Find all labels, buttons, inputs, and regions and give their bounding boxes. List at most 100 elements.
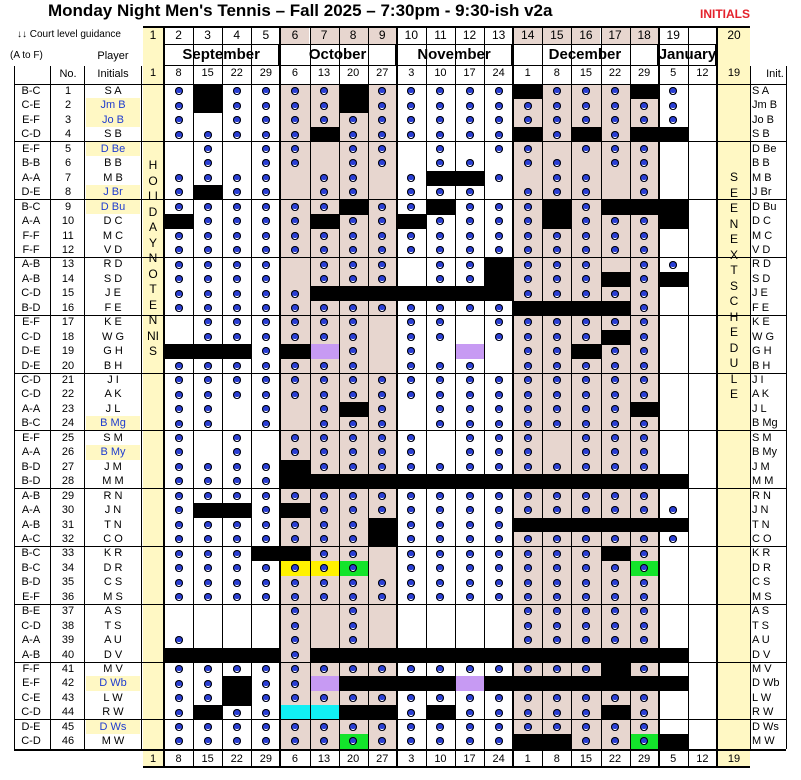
- play-dot[interactable]: [552, 578, 561, 587]
- play-dot[interactable]: [581, 188, 590, 197]
- play-dot[interactable]: [378, 260, 387, 269]
- play-dot[interactable]: [203, 231, 212, 240]
- play-dot[interactable]: [436, 260, 445, 269]
- play-dot[interactable]: [465, 303, 474, 312]
- play-dot[interactable]: [640, 390, 649, 399]
- play-dot[interactable]: [290, 376, 299, 385]
- play-dot[interactable]: [232, 520, 241, 529]
- play-dot[interactable]: [290, 607, 299, 616]
- play-dot[interactable]: [552, 694, 561, 703]
- play-dot[interactable]: [494, 419, 503, 428]
- play-dot[interactable]: [494, 87, 503, 96]
- play-dot[interactable]: [494, 694, 503, 703]
- play-dot[interactable]: [465, 275, 474, 284]
- play-dot[interactable]: [640, 448, 649, 457]
- play-dot[interactable]: [465, 708, 474, 717]
- play-dot[interactable]: [378, 419, 387, 428]
- play-dot[interactable]: [611, 491, 620, 500]
- play-dot[interactable]: [581, 87, 590, 96]
- play-dot[interactable]: [320, 202, 329, 211]
- play-dot[interactable]: [640, 361, 649, 370]
- play-dot[interactable]: [203, 332, 212, 341]
- play-dot[interactable]: [290, 491, 299, 500]
- play-dot[interactable]: [640, 708, 649, 717]
- play-dot[interactable]: [436, 246, 445, 255]
- play-dot[interactable]: [436, 592, 445, 601]
- play-dot[interactable]: [552, 621, 561, 630]
- play-dot[interactable]: [349, 636, 358, 645]
- play-dot[interactable]: [407, 448, 416, 457]
- play-dot[interactable]: [640, 101, 649, 110]
- play-dot[interactable]: [290, 650, 299, 659]
- play-dot[interactable]: [494, 737, 503, 746]
- play-dot[interactable]: [174, 390, 183, 399]
- play-dot[interactable]: [174, 202, 183, 211]
- play-dot[interactable]: [174, 549, 183, 558]
- play-dot[interactable]: [349, 217, 358, 226]
- play-dot[interactable]: [232, 737, 241, 746]
- play-dot[interactable]: [349, 694, 358, 703]
- play-dot[interactable]: [611, 636, 620, 645]
- play-dot[interactable]: [232, 116, 241, 125]
- play-dot[interactable]: [261, 332, 270, 341]
- play-dot[interactable]: [174, 289, 183, 298]
- play-dot[interactable]: [349, 130, 358, 139]
- play-dot[interactable]: [290, 318, 299, 327]
- play-dot[interactable]: [203, 491, 212, 500]
- play-dot[interactable]: [581, 607, 590, 616]
- play-dot[interactable]: [407, 578, 416, 587]
- play-dot[interactable]: [174, 101, 183, 110]
- play-dot[interactable]: [581, 246, 590, 255]
- play-dot[interactable]: [203, 419, 212, 428]
- play-dot[interactable]: [203, 246, 212, 255]
- play-dot[interactable]: [320, 405, 329, 414]
- play-dot[interactable]: [611, 217, 620, 226]
- play-dot[interactable]: [581, 491, 590, 500]
- play-dot[interactable]: [407, 318, 416, 327]
- play-dot[interactable]: [465, 159, 474, 168]
- play-dot[interactable]: [203, 520, 212, 529]
- play-dot[interactable]: [581, 592, 590, 601]
- play-dot[interactable]: [494, 202, 503, 211]
- play-dot[interactable]: [640, 231, 649, 240]
- play-dot[interactable]: [290, 621, 299, 630]
- play-dot[interactable]: [261, 419, 270, 428]
- play-dot[interactable]: [261, 246, 270, 255]
- play-dot[interactable]: [611, 564, 620, 573]
- play-dot[interactable]: [640, 159, 649, 168]
- play-dot[interactable]: [611, 419, 620, 428]
- play-dot[interactable]: [523, 318, 532, 327]
- play-dot[interactable]: [320, 737, 329, 746]
- play-dot[interactable]: [232, 578, 241, 587]
- play-dot[interactable]: [290, 390, 299, 399]
- play-dot[interactable]: [174, 462, 183, 471]
- play-dot[interactable]: [465, 564, 474, 573]
- play-dot[interactable]: [203, 592, 212, 601]
- play-dot[interactable]: [290, 289, 299, 298]
- play-dot[interactable]: [407, 361, 416, 370]
- play-dot[interactable]: [320, 332, 329, 341]
- play-dot[interactable]: [407, 130, 416, 139]
- play-dot[interactable]: [349, 448, 358, 457]
- play-dot[interactable]: [290, 101, 299, 110]
- play-dot[interactable]: [320, 491, 329, 500]
- play-dot[interactable]: [232, 275, 241, 284]
- play-dot[interactable]: [378, 101, 387, 110]
- play-dot[interactable]: [349, 231, 358, 240]
- play-dot[interactable]: [349, 419, 358, 428]
- play-dot[interactable]: [261, 361, 270, 370]
- play-dot[interactable]: [407, 202, 416, 211]
- play-dot[interactable]: [232, 723, 241, 732]
- play-dot[interactable]: [611, 101, 620, 110]
- play-dot[interactable]: [465, 419, 474, 428]
- play-dot[interactable]: [232, 246, 241, 255]
- play-dot[interactable]: [640, 419, 649, 428]
- play-dot[interactable]: [232, 202, 241, 211]
- play-dot[interactable]: [611, 289, 620, 298]
- play-dot[interactable]: [407, 535, 416, 544]
- play-dot[interactable]: [581, 694, 590, 703]
- play-dot[interactable]: [203, 376, 212, 385]
- play-dot[interactable]: [581, 173, 590, 182]
- play-dot[interactable]: [378, 448, 387, 457]
- play-dot[interactable]: [640, 217, 649, 226]
